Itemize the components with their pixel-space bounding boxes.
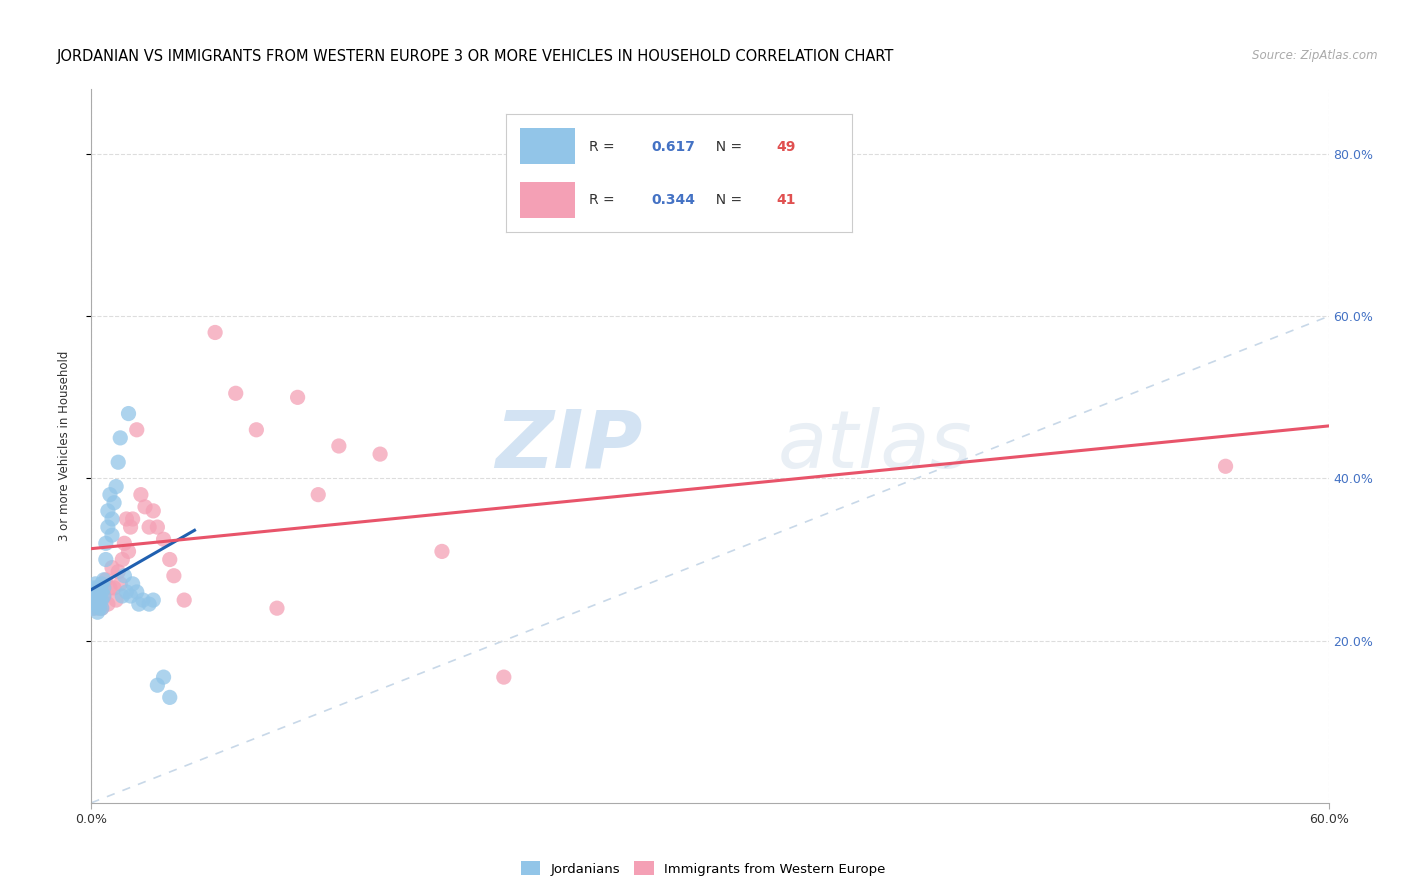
Point [225, 386, 247, 401]
Point [101, 528, 124, 542]
Point [82, 589, 104, 603]
Point [120, 520, 142, 534]
Point [287, 390, 309, 404]
Point [101, 560, 124, 574]
Point [115, 585, 138, 599]
Point [328, 439, 350, 453]
Point [86, 597, 108, 611]
Point [159, 690, 181, 705]
Point [94, 573, 117, 587]
Point [97, 504, 120, 518]
Point [128, 597, 150, 611]
Point [204, 326, 226, 340]
Point [93, 573, 115, 587]
Text: Source: ZipAtlas.com: Source: ZipAtlas.com [1253, 49, 1378, 62]
Point [121, 577, 143, 591]
Point [307, 488, 329, 502]
Point [121, 512, 143, 526]
Point [107, 455, 129, 469]
Point [110, 431, 132, 445]
Point [430, 544, 453, 558]
Point [84, 593, 107, 607]
Point [105, 593, 128, 607]
Point [82, 601, 104, 615]
Point [142, 504, 165, 518]
Point [146, 520, 169, 534]
Point [84, 593, 107, 607]
Point [146, 678, 169, 692]
Point [90, 593, 112, 607]
Point [134, 500, 156, 514]
Point [103, 581, 125, 595]
Point [115, 512, 138, 526]
Point [163, 568, 186, 582]
Point [112, 536, 135, 550]
Point [84, 597, 107, 611]
Point [101, 512, 124, 526]
Point [107, 565, 129, 579]
Point [82, 601, 104, 615]
Point [89, 597, 111, 611]
Text: ZIP: ZIP [495, 407, 643, 485]
Point [245, 423, 267, 437]
Point [93, 581, 115, 595]
Point [138, 597, 160, 611]
Point [103, 496, 125, 510]
Point [110, 577, 132, 591]
Point [90, 601, 112, 615]
Point [97, 597, 120, 611]
Point [93, 589, 115, 603]
Text: JORDANIAN VS IMMIGRANTS FROM WESTERN EUROPE 3 OR MORE VEHICLES IN HOUSEHOLD CORR: JORDANIAN VS IMMIGRANTS FROM WESTERN EUR… [56, 49, 894, 64]
Text: atlas: atlas [778, 407, 973, 485]
Y-axis label: 3 or more Vehicles in Household: 3 or more Vehicles in Household [58, 351, 70, 541]
Point [125, 585, 148, 599]
Point [152, 670, 174, 684]
Point [129, 488, 152, 502]
Point [94, 536, 117, 550]
Point [90, 577, 112, 591]
Point [86, 589, 108, 603]
Point [120, 589, 142, 603]
Point [678, 200, 700, 214]
Point [159, 552, 181, 566]
Point [89, 601, 111, 615]
Point [152, 533, 174, 547]
Point [84, 585, 107, 599]
Point [94, 552, 117, 566]
Point [89, 581, 111, 595]
Point [132, 593, 155, 607]
Point [117, 544, 139, 558]
Point [90, 585, 112, 599]
Point [86, 601, 108, 615]
Point [112, 568, 135, 582]
Point [105, 479, 128, 493]
Point [90, 601, 112, 615]
Point [1215, 459, 1237, 474]
Point [173, 593, 195, 607]
Point [98, 488, 121, 502]
Point [86, 581, 108, 595]
Legend: Jordanians, Immigrants from Western Europe: Jordanians, Immigrants from Western Euro… [515, 856, 891, 881]
Point [84, 577, 107, 591]
Point [89, 589, 111, 603]
Point [492, 670, 515, 684]
Point [86, 605, 108, 619]
Point [117, 407, 139, 421]
Point [368, 447, 391, 461]
Point [111, 552, 134, 566]
Point [86, 593, 108, 607]
Point [89, 589, 111, 603]
Point [125, 423, 148, 437]
Point [142, 593, 165, 607]
Point [266, 601, 288, 615]
Point [93, 589, 115, 603]
Point [82, 581, 104, 595]
Point [98, 581, 121, 595]
Point [138, 520, 160, 534]
Point [97, 520, 120, 534]
Point [111, 589, 134, 603]
